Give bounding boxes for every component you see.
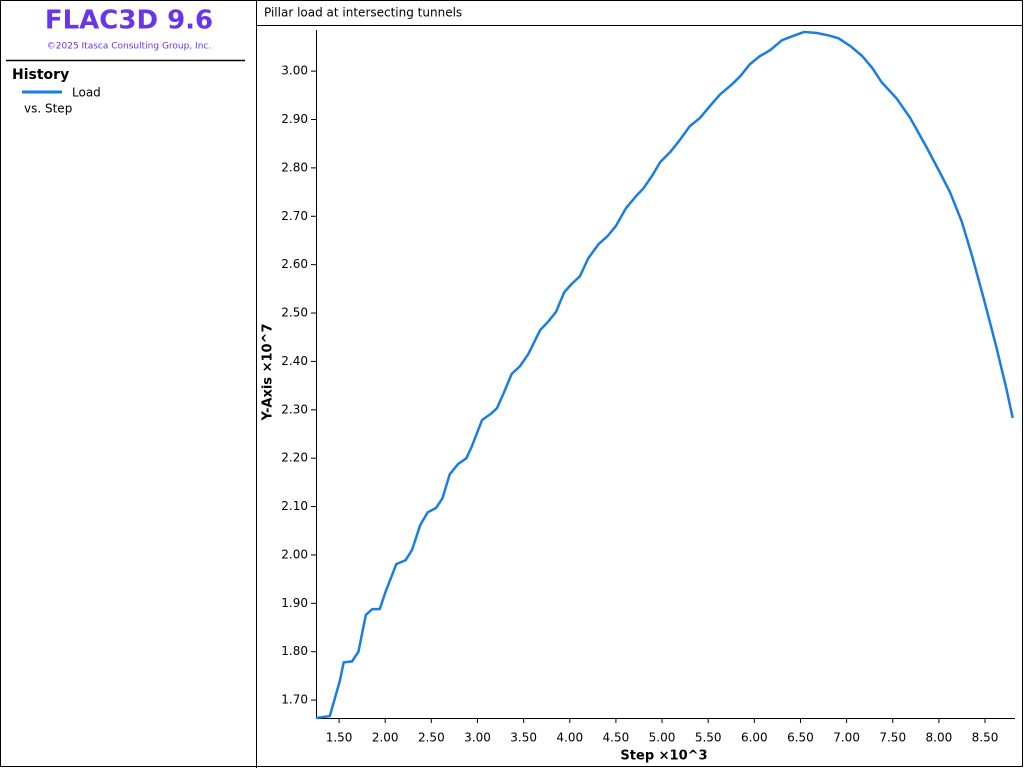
x-axis-label: Step ×10^3 (620, 749, 707, 764)
chart-title: Pillar load at intersecting tunnels (264, 6, 462, 20)
x-tick-label: 4.50 (603, 731, 630, 745)
x-tick-label: 3.50 (510, 731, 537, 745)
y-tick-label: 2.20 (281, 451, 308, 465)
x-tick-label: 4.00 (556, 731, 583, 745)
y-tick-label: 1.80 (281, 644, 308, 658)
legend-label: Load (72, 86, 101, 100)
y-tick-label: 2.60 (281, 257, 308, 271)
x-tick-label: 5.00 (649, 731, 676, 745)
y-tick-label: 2.70 (281, 209, 308, 223)
app-copyright: ©2025 Itasca Consulting Group, Inc. (47, 42, 211, 52)
x-tick-label: 5.50 (695, 731, 722, 745)
x-tick-label: 8.00 (926, 731, 953, 745)
y-tick-label: 1.70 (281, 693, 308, 707)
y-tick-label: 3.00 (281, 64, 308, 78)
app-title: FLAC3D 9.6 (45, 6, 213, 36)
x-tick-label: 2.50 (418, 731, 445, 745)
x-tick-label: 1.50 (326, 731, 353, 745)
legend-vs: vs. Step (24, 102, 72, 116)
x-tick-label: 6.50 (787, 731, 814, 745)
x-tick-label: 7.00 (833, 731, 860, 745)
y-tick-label: 2.30 (281, 402, 308, 416)
series-line (315, 30, 1014, 720)
y-tick-label: 2.80 (281, 160, 308, 174)
y-tick-label: 1.90 (281, 596, 308, 610)
y-tick-label: 2.90 (281, 112, 308, 126)
y-axis-label: Y-Axis ×10^7 (261, 324, 276, 422)
y-tick-label: 2.50 (281, 306, 308, 320)
y-tick-label: 2.10 (281, 499, 308, 513)
x-tick-label: 8.50 (972, 731, 999, 745)
sidebar-heading: History (12, 67, 69, 83)
x-tick-label: 2.00 (372, 731, 399, 745)
x-tick-label: 6.00 (741, 731, 768, 745)
x-tick-label: 3.00 (464, 731, 491, 745)
y-tick-label: 2.00 (281, 547, 308, 561)
x-tick-label: 7.50 (879, 731, 906, 745)
y-tick-label: 2.40 (281, 354, 308, 368)
